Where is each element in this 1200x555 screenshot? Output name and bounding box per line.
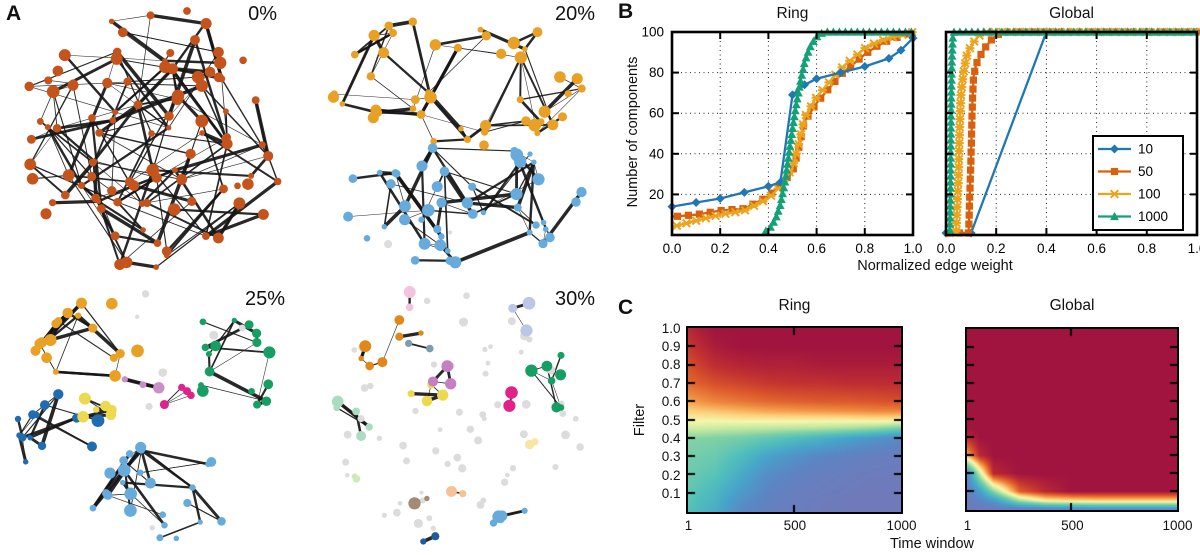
c-y-tick-label: 0.9 [661,338,681,354]
legend-label: 10 [1138,142,1153,157]
b-x-tick-label: 0.0 [663,241,682,256]
c-y-tick-label: 0.4 [661,430,681,446]
legend-label: 1000 [1138,209,1168,224]
network-20-percent-label: 20% [554,3,595,25]
network-nodes [24,7,282,271]
network-25-percent-label: 25% [244,288,285,310]
b-y-tick-label: 20 [649,187,664,202]
c-x-tick-label: 1000 [886,518,917,533]
network-nodes [327,17,587,269]
c-y-tick-label: 0.8 [661,357,681,373]
network-graph-20pct [327,17,587,269]
c-x-tick-label: 1000 [1162,518,1193,533]
b-y-tick-label: 80 [649,65,664,80]
b-x-tick-label: 0.2 [987,241,1006,256]
panel-a-label: A [6,2,22,25]
network-30-percent-label: 30% [554,288,595,310]
c-y-tick-label: 0.7 [661,375,681,391]
b-x-tick-label: 0.8 [855,241,874,256]
b-global-title: Global [1049,5,1094,22]
network-grid [14,7,587,545]
b-y-tick-label: 100 [641,25,664,40]
b-x-tick-label: 0.4 [759,241,778,256]
network-0-percent-label: 0% [248,3,277,25]
c-x-tick-label: 1 [684,518,693,533]
b-x-tick-label: 0.6 [1087,241,1106,256]
b-y-tick-label: 40 [649,146,664,161]
b-x-tick-label: 1.0 [904,241,923,256]
panel-c-label: C [618,296,634,319]
c-y-tick-label: 0.5 [661,412,681,428]
line-charts-svg: 0.0 0.2 0.4 0.6 0.8 1.0 20 40 60 80 100 0.0 0.2 0.4 0.… [641,25,1200,256]
c-y-tick-label: 0.6 [661,394,681,410]
c-ring-title: Ring [778,297,811,314]
network-graph-30pct [331,285,584,545]
c-x-tick-label: 500 [1061,518,1084,533]
b-x-tick-label: 0.4 [1037,241,1056,256]
legend-box [1092,135,1184,231]
network-graph-25pct [14,290,276,542]
b-x-tick-label: 0.0 [937,241,956,256]
network-nodes [14,290,276,542]
c-global-title: Global [1049,297,1095,314]
b-x-tick-label: 1.0 [1188,241,1200,256]
b-x-axis-label: Normalized edge weight [857,258,1013,274]
b-x-tick-label: 0.2 [711,241,730,256]
c-x-tick-label: 1 [963,518,972,533]
ring-heatmap-canvas [686,326,903,514]
c-x-axis-label: Time window [889,536,975,552]
c-y-tick-label: 0.1 [661,486,681,502]
b-y-tick-label: 60 [649,106,664,121]
legend-label: 100 [1138,187,1161,202]
c-x-tick-label: 500 [783,518,807,533]
panel-b-label: B [618,0,634,23]
c-y-tick-label: 0.2 [661,467,681,483]
network-edges [334,19,583,264]
network-graph-0pct [24,7,282,271]
global-heatmap-canvas [965,327,1179,512]
b-x-tick-label: 0.8 [1137,241,1156,256]
b-x-tick-label: 0.6 [807,241,826,256]
network-nodes [331,285,584,545]
c-y-tick-label: 0.3 [661,449,681,465]
legend-label: 50 [1138,164,1153,179]
c-y-tick-label: 1.0 [661,320,681,336]
b-ring-title: Ring [776,5,809,22]
